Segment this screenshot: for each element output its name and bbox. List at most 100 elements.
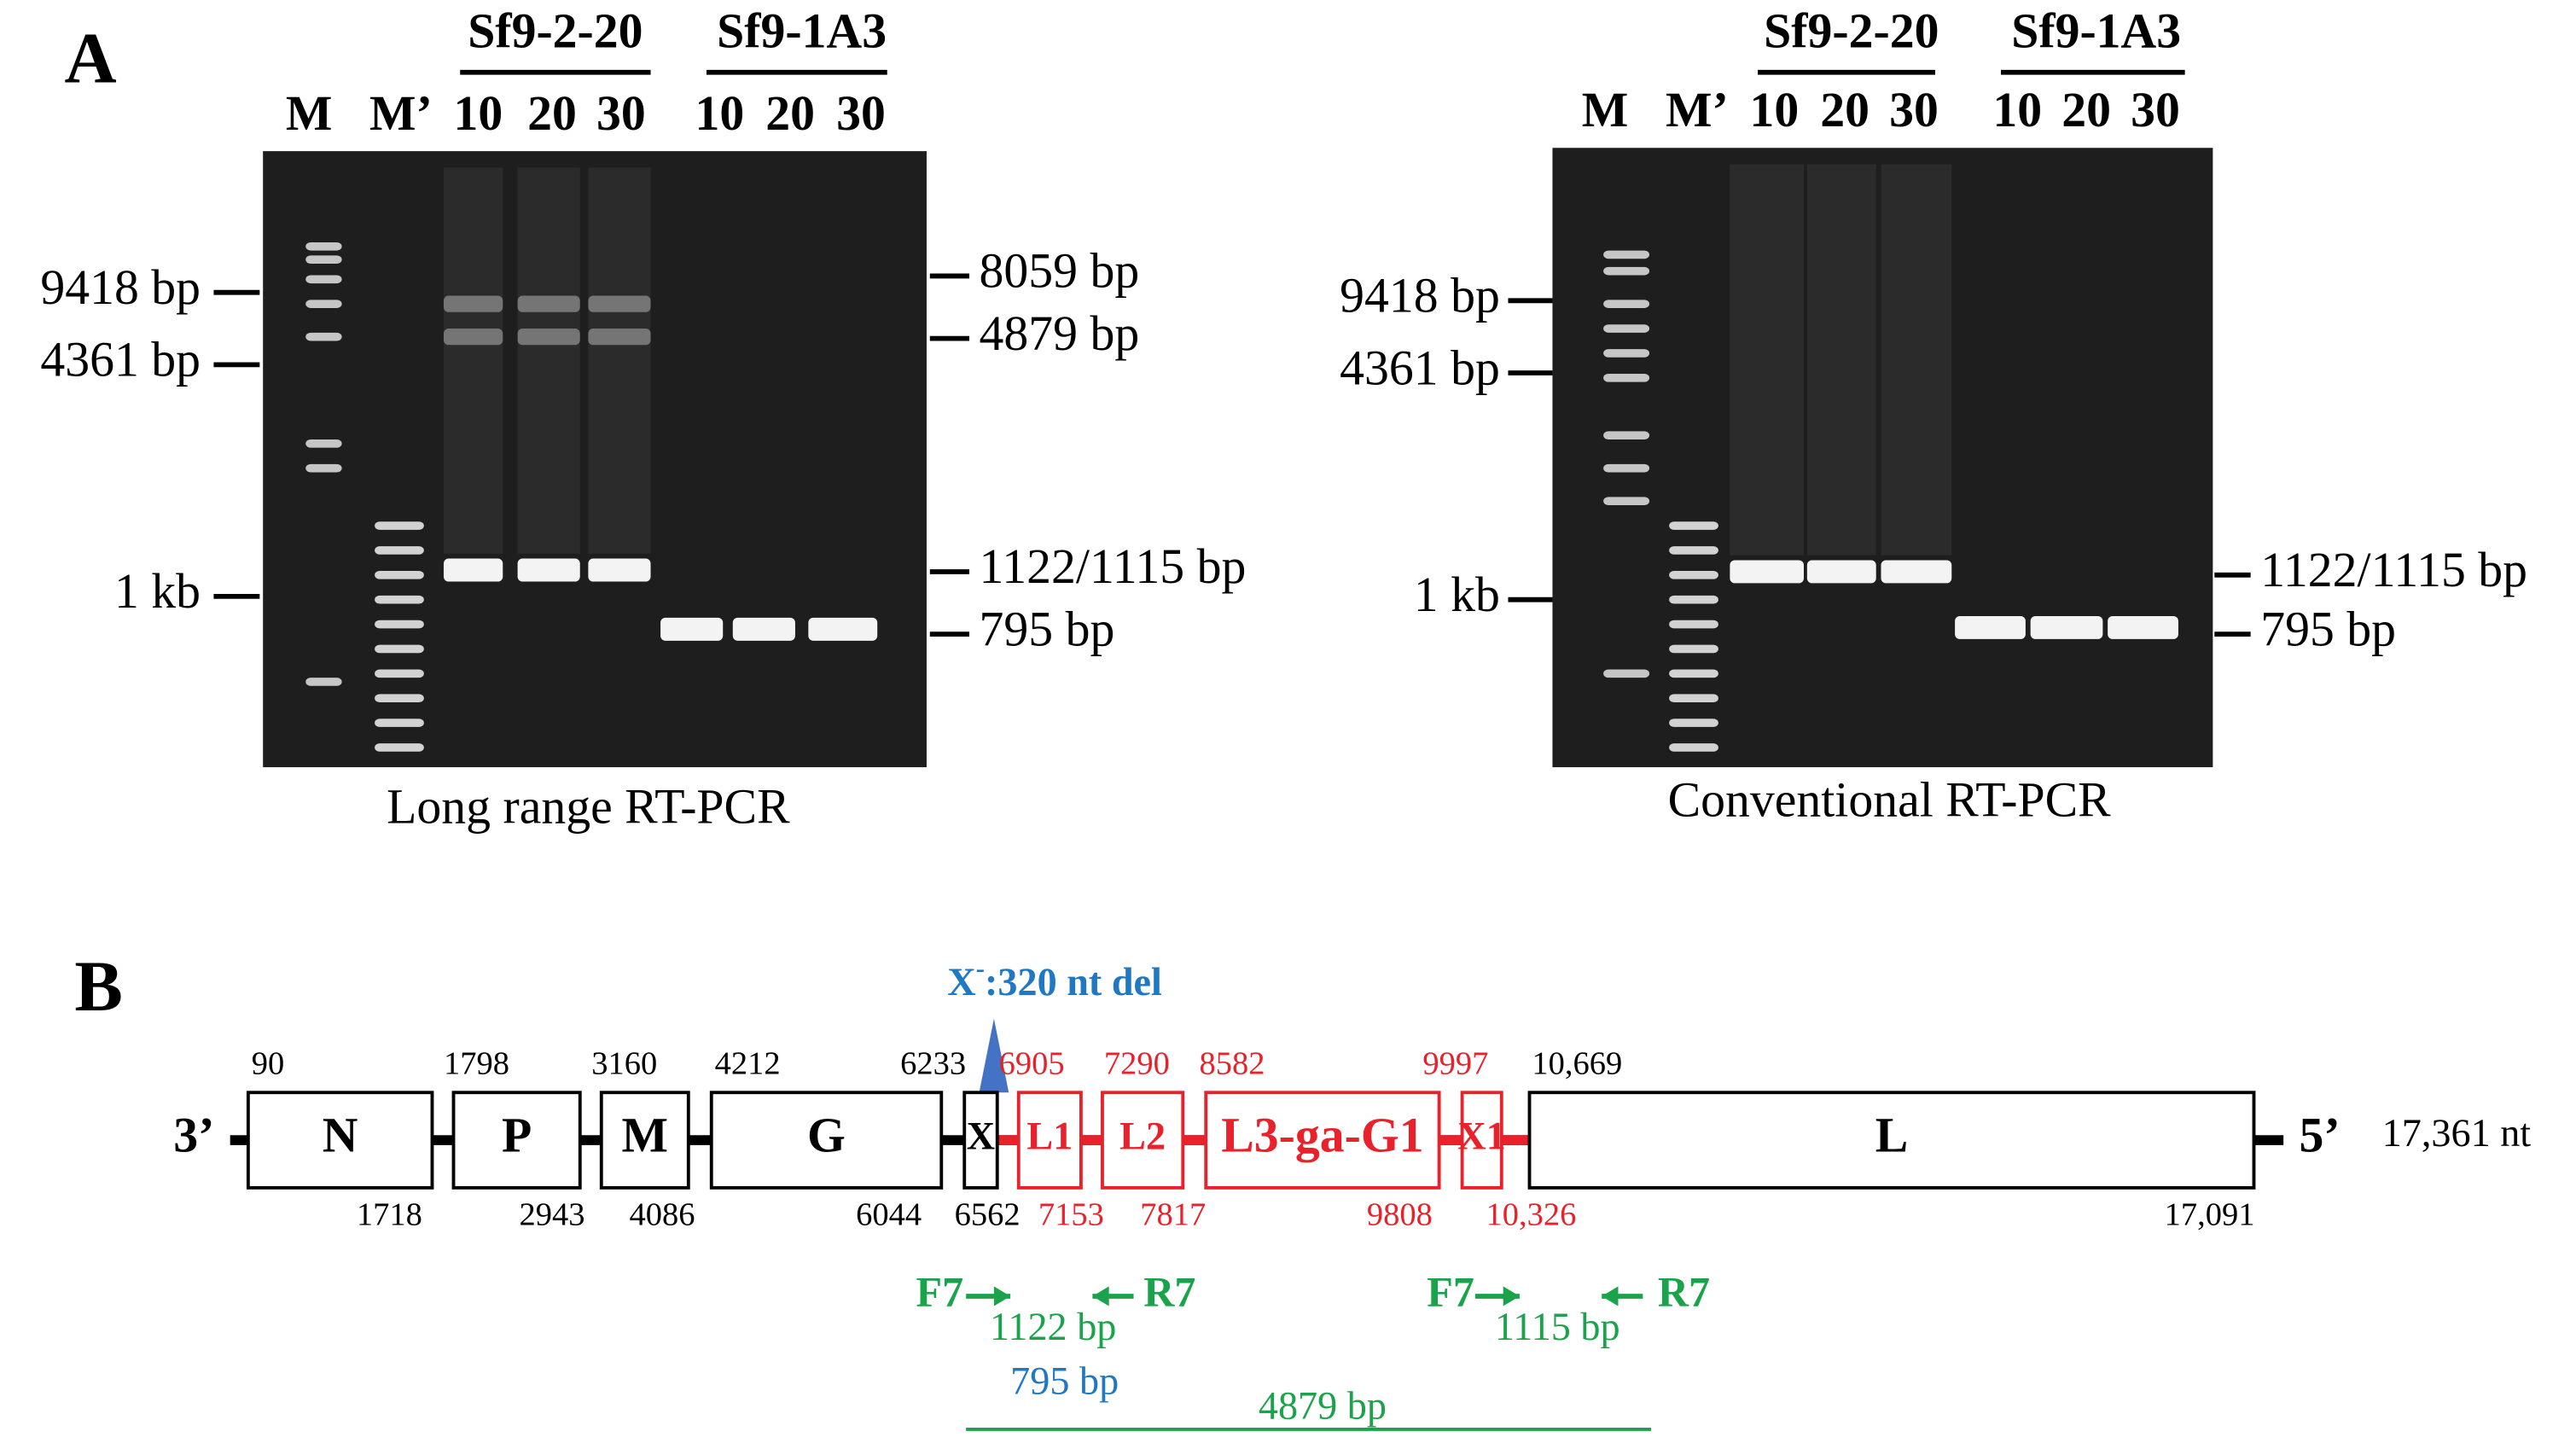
size-label: 795 bp xyxy=(980,602,1115,656)
deletion-part: X xyxy=(947,960,975,1004)
gene-name: X1 xyxy=(1457,1114,1505,1158)
lane-label: M’ xyxy=(369,87,433,141)
gene-name: N xyxy=(323,1109,358,1162)
smear xyxy=(517,167,580,554)
gene-end: 4086 xyxy=(630,1196,695,1232)
gene-box xyxy=(599,1091,690,1190)
gene-end: 2943 xyxy=(520,1196,585,1232)
smear xyxy=(588,167,651,554)
band xyxy=(375,595,424,604)
gene-name: M xyxy=(622,1109,669,1162)
band xyxy=(517,295,580,312)
size-label: 9418 bp xyxy=(1340,270,1500,323)
gene-end: 7153 xyxy=(1038,1196,1104,1232)
size-label: 1 kb xyxy=(1414,568,1500,622)
band xyxy=(1669,743,1718,752)
lane-label: 30 xyxy=(836,87,886,141)
gene-start: 6233 xyxy=(900,1045,966,1081)
product-size: 795 bp xyxy=(1010,1359,1119,1403)
gene-start: 90 xyxy=(252,1045,285,1081)
band xyxy=(443,558,503,582)
panel-label: B xyxy=(74,947,122,1027)
lane-label: M xyxy=(286,87,333,141)
size-label: 8059 bp xyxy=(980,245,1140,299)
lane-label: M’ xyxy=(1666,84,1729,137)
size-label: 1122/1115 bp xyxy=(2260,544,2527,597)
gene-box xyxy=(1460,1091,1503,1190)
band xyxy=(305,242,342,251)
band xyxy=(305,678,342,686)
gene-start: 10,669 xyxy=(1532,1045,1622,1081)
gene-name: G xyxy=(807,1109,846,1162)
group-label: Sf9-1A3 xyxy=(2011,5,2181,59)
gene-start: 1798 xyxy=(444,1045,509,1081)
lane-label: 10 xyxy=(454,87,503,141)
lane-label: 20 xyxy=(765,87,815,141)
band xyxy=(732,617,795,641)
band xyxy=(2030,615,2103,639)
gene-box xyxy=(709,1091,944,1190)
primer-arrowhead xyxy=(1503,1286,1520,1306)
primer-arrowhead xyxy=(1092,1286,1109,1306)
band xyxy=(660,617,724,641)
product-size: 1122 bp xyxy=(990,1305,1116,1348)
size-label: 4361 bp xyxy=(1340,341,1500,395)
size-label: 4361 bp xyxy=(40,334,201,387)
band xyxy=(1669,570,1718,579)
lane-label: 30 xyxy=(2131,84,2180,137)
band xyxy=(375,743,424,752)
lane-label: 10 xyxy=(1749,84,1799,137)
gene-box xyxy=(1204,1091,1441,1190)
band xyxy=(1603,250,1650,259)
band xyxy=(375,546,424,555)
gel-caption: Long range RT-PCR xyxy=(387,780,790,834)
band xyxy=(1603,463,1650,473)
band xyxy=(1603,349,1650,358)
band xyxy=(1603,669,1650,678)
primer-arrowhead xyxy=(993,1286,1011,1306)
primer-forward: F7 xyxy=(916,1267,964,1315)
gene-name: X xyxy=(967,1114,995,1158)
primer-reverse: R7 xyxy=(1658,1267,1710,1315)
band xyxy=(305,332,342,341)
band xyxy=(375,694,424,703)
band xyxy=(305,300,342,308)
band xyxy=(1669,719,1718,727)
size-label: 1122/1115 bp xyxy=(980,540,1247,594)
band xyxy=(1669,595,1718,604)
band xyxy=(1603,324,1650,333)
gene-box xyxy=(1527,1091,2256,1190)
band xyxy=(2108,615,2178,639)
lane-label: 10 xyxy=(695,87,745,141)
gene-name: L3-ga-G1 xyxy=(1221,1109,1423,1162)
band xyxy=(1669,694,1718,703)
gel-caption: Conventional RT-PCR xyxy=(1668,774,2111,828)
gene-name: P xyxy=(502,1109,532,1162)
gene-start: 6905 xyxy=(999,1045,1065,1081)
band xyxy=(375,570,424,579)
lane-label: 20 xyxy=(527,87,577,141)
band xyxy=(1955,615,2026,639)
size-label: 1 kb xyxy=(114,565,201,619)
band xyxy=(1730,560,1805,584)
gene-start: 8582 xyxy=(1200,1045,1265,1081)
lane-label: 30 xyxy=(1889,84,1939,137)
gene-box xyxy=(246,1091,434,1190)
gene-box xyxy=(451,1091,582,1190)
band xyxy=(375,620,424,629)
band xyxy=(375,521,424,530)
gel xyxy=(263,151,927,768)
gene-start: 7290 xyxy=(1104,1045,1170,1081)
band xyxy=(517,329,580,346)
band xyxy=(1669,546,1718,555)
gene-end: 1718 xyxy=(357,1196,422,1232)
size-label: 4879 bp xyxy=(980,307,1140,361)
band xyxy=(375,644,424,654)
group-label: Sf9-2-20 xyxy=(468,5,643,59)
band xyxy=(1881,560,1952,584)
band xyxy=(517,558,580,582)
gene-end: 10,326 xyxy=(1486,1196,1576,1232)
band xyxy=(1806,560,1876,584)
